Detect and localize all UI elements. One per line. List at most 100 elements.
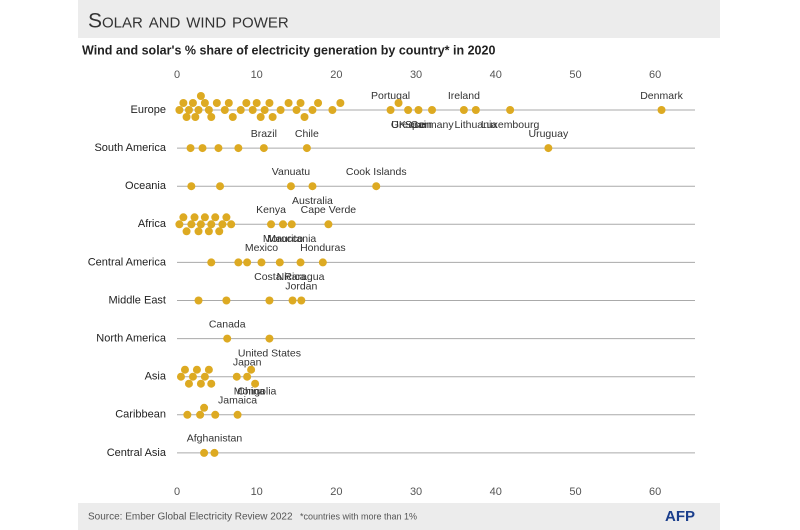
point-label: Kenya (256, 204, 286, 216)
dot (216, 182, 225, 191)
point-label: Mexico (245, 242, 278, 254)
dot (222, 213, 231, 222)
point-label: Jamaica (218, 395, 257, 407)
dot (184, 106, 193, 114)
dot (428, 106, 437, 114)
dot (187, 220, 196, 229)
dot (247, 365, 256, 374)
dot (257, 258, 266, 267)
dot (207, 258, 216, 267)
x-tick-label: 10 (251, 69, 263, 81)
source: Source: Ember Global Electricity Review … (88, 512, 293, 523)
row-label: Central America (88, 256, 167, 268)
dot (175, 220, 184, 229)
dot (328, 106, 337, 114)
x-tick-label: 50 (569, 486, 581, 498)
dot (284, 99, 293, 107)
dot (207, 220, 216, 229)
dot (190, 213, 199, 222)
dot (200, 448, 209, 457)
dot (200, 99, 209, 107)
point-label: UK (391, 119, 406, 131)
point-label: Honduras (300, 242, 346, 254)
point-label: Luxembourg (481, 119, 540, 131)
dot (207, 113, 216, 121)
note: *countries with more than 1% (300, 511, 417, 521)
dot (276, 106, 285, 114)
dot (318, 258, 327, 267)
point-label: Denmark (640, 90, 683, 102)
footer-band (78, 503, 720, 530)
dot (252, 99, 261, 107)
x-tick-label: 30 (410, 486, 422, 498)
dot (471, 106, 480, 114)
dot (506, 106, 515, 114)
dot (175, 106, 184, 114)
x-tick-label: 10 (251, 486, 263, 498)
dot (297, 296, 306, 305)
point-label: United States (238, 347, 301, 359)
x-tick-label: 0 (174, 69, 180, 81)
dot (288, 296, 297, 305)
dot (242, 99, 251, 107)
row-label: Middle East (109, 294, 166, 306)
point-label: Morocco (263, 233, 303, 245)
dot (188, 99, 197, 107)
dot (194, 227, 203, 236)
dot (275, 258, 284, 267)
dot (186, 144, 195, 153)
point-label: Mauritania (267, 233, 316, 245)
x-tick-label: 40 (490, 486, 502, 498)
dot (260, 106, 269, 114)
point-label: Afghanistan (187, 433, 243, 445)
x-tick-label: 60 (649, 486, 661, 498)
point-label: Jordan (285, 280, 317, 292)
dot (182, 113, 191, 121)
dot (292, 106, 301, 114)
dot (236, 106, 245, 114)
point-label: Lithuania (455, 119, 498, 131)
dot (200, 213, 209, 222)
header-band (78, 0, 720, 38)
dot (183, 410, 192, 419)
dot (300, 113, 309, 121)
dot (227, 220, 236, 229)
row-label: Asia (145, 371, 167, 383)
x-tick-label: 50 (569, 69, 581, 81)
dot (251, 379, 260, 388)
point-label: Uruguay (529, 128, 569, 140)
dot (404, 106, 413, 114)
point-label: Japan (233, 356, 262, 368)
dot (265, 296, 274, 305)
dot (259, 144, 268, 153)
dot (218, 220, 227, 229)
dot (265, 99, 274, 107)
dot (324, 220, 333, 229)
point-label: Cape Verde (301, 204, 357, 216)
dot (191, 113, 200, 121)
dot (657, 106, 666, 114)
dot (268, 113, 277, 121)
point-label: Nicaragua (277, 271, 325, 283)
dot (204, 106, 213, 114)
dot (308, 106, 317, 114)
dot (204, 227, 213, 236)
point-label: Mongolia (234, 385, 277, 397)
dot (232, 372, 241, 381)
dot (372, 182, 381, 191)
point-label: Chile (295, 128, 319, 140)
dot (179, 213, 188, 222)
dot (198, 144, 207, 153)
dot (184, 379, 193, 388)
row-label: Africa (138, 218, 167, 230)
row-label: Central Asia (107, 447, 167, 459)
dot (194, 296, 203, 305)
dot (234, 258, 243, 267)
dot (265, 334, 274, 343)
dot (215, 227, 224, 236)
dot (212, 99, 221, 107)
dot (176, 372, 185, 381)
dot (336, 99, 345, 107)
